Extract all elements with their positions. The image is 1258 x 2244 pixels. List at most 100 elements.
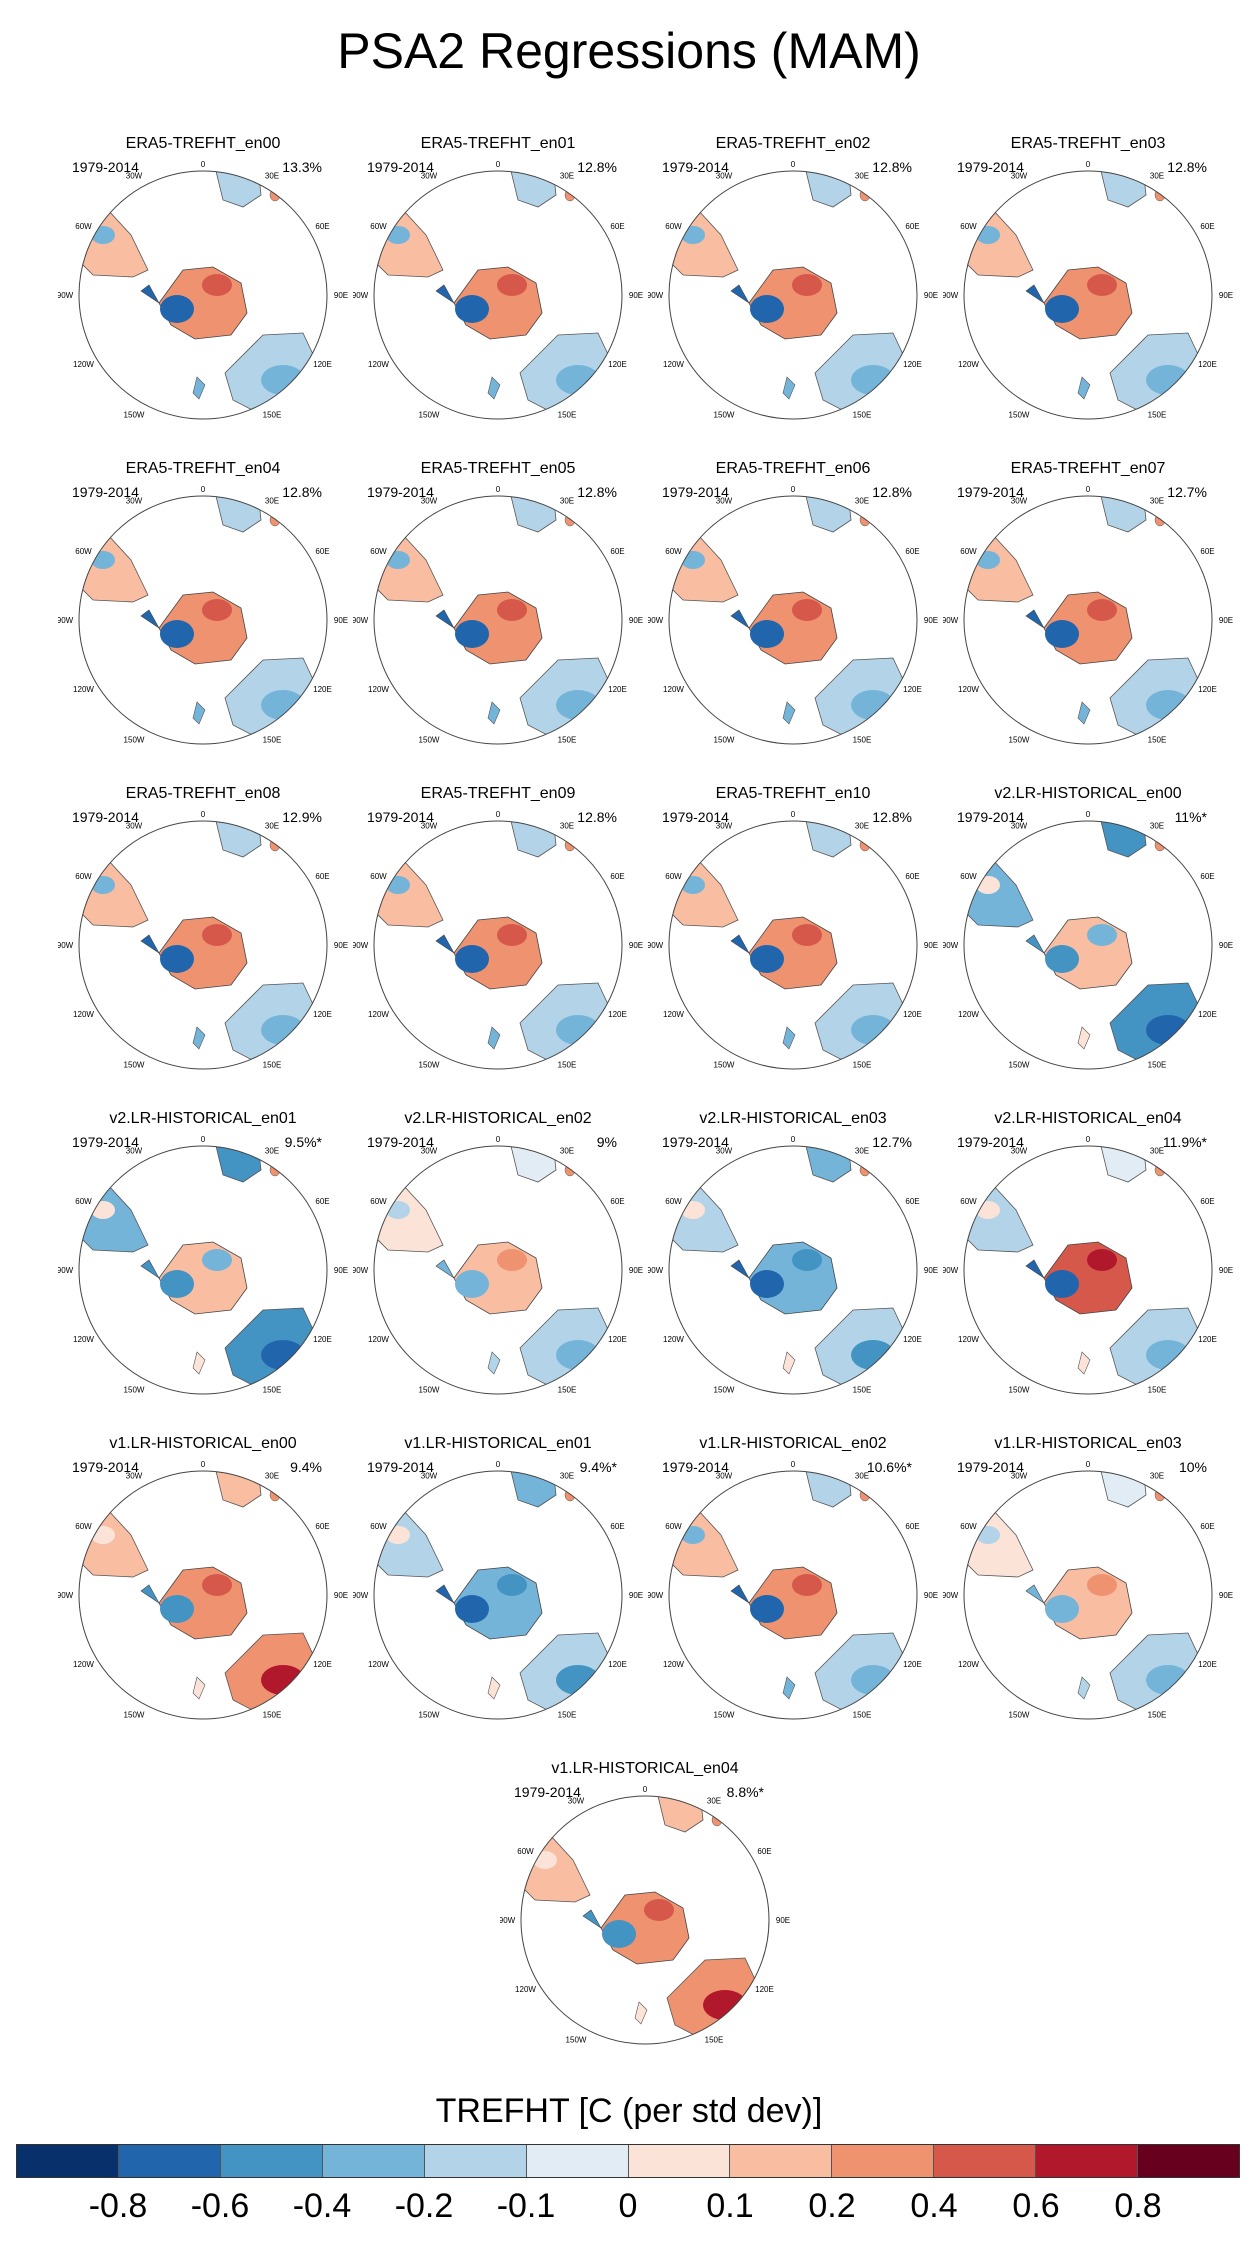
panel-period: 1979-2014 (367, 1134, 434, 1150)
map-boundary (668, 1145, 918, 1395)
west-antarctica-anomaly (160, 1270, 194, 1298)
longitude-label: 150E (1148, 1061, 1167, 1070)
madagascar-landmass (269, 1488, 281, 1502)
longitude-label: 90W (648, 291, 664, 300)
longitude-label: 30W (716, 1147, 733, 1156)
longitude-label: 60W (960, 222, 977, 231)
longitude-label: 120W (958, 1660, 979, 1669)
longitude-label: 30E (265, 822, 279, 831)
map-panel: v1.LR-HISTORICAL_en01 1979-2014 9.4%* 0 30E 6… (353, 1435, 643, 1725)
panel-variance-percent: 10.6%* (866, 1459, 912, 1475)
map-panel: ERA5-TREFHT_en09 1979-2014 12.8% 0 30E 60E 90E… (353, 785, 643, 1075)
panel-variance-percent: 11.9%* (1162, 1134, 1207, 1150)
panel-title: ERA5-TREFHT_en07 (1010, 460, 1166, 477)
map-boundary (78, 170, 328, 420)
longitude-label: 150W (419, 1061, 440, 1070)
longitude-label: 90W (648, 1591, 664, 1600)
antarctic-peninsula (1025, 934, 1045, 954)
longitude-label: 120W (663, 685, 684, 694)
map-boundary (78, 1145, 328, 1395)
longitude-label: 0 (1086, 485, 1091, 494)
west-antarctica-anomaly (750, 945, 784, 973)
panel-variance-percent: 12.8% (872, 484, 912, 500)
longitude-label: 30E (1150, 822, 1164, 831)
longitude-label: 150W (419, 411, 440, 420)
longitude-label: 150E (263, 736, 282, 745)
longitude-label: 0 (1086, 160, 1091, 169)
panel-period: 1979-2014 (367, 159, 434, 175)
new-zealand-landmass (1077, 376, 1091, 400)
longitude-label: 150W (714, 1386, 735, 1395)
longitude-label: 30E (560, 172, 574, 181)
east-antarctica-anomaly (497, 1249, 527, 1271)
map-boundary (668, 820, 918, 1070)
west-antarctica-anomaly (160, 620, 194, 648)
panel-variance-percent: 9% (596, 1134, 617, 1150)
west-antarctica-anomaly (1045, 295, 1079, 323)
east-antarctica-anomaly (792, 1249, 822, 1271)
map-boundary (373, 495, 623, 745)
longitude-label: 120W (663, 1010, 684, 1019)
antarctic-peninsula (730, 934, 750, 954)
longitude-label: 90W (58, 291, 74, 300)
longitude-label: 120W (73, 360, 94, 369)
colorbar-box (832, 2145, 935, 2177)
new-zealand-landmass (782, 701, 796, 725)
new-zealand-landmass (192, 376, 206, 400)
panel-period: 1979-2014 (662, 1134, 729, 1150)
panel-period: 1979-2014 (72, 159, 139, 175)
colorbar-title: TREFHT [C (per std dev)] (435, 2092, 823, 2130)
madagascar-landmass (711, 1813, 723, 1827)
australia-anomaly (851, 1340, 895, 1370)
australia-anomaly (851, 690, 895, 720)
longitude-label: 120E (313, 1660, 332, 1669)
longitude-label: 60W (960, 547, 977, 556)
west-antarctica-anomaly (160, 945, 194, 973)
longitude-label: 90W (648, 1266, 664, 1275)
longitude-label: 150W (1009, 1386, 1030, 1395)
colorbar-tick-label: -0.1 (496, 2187, 556, 2225)
map-panel: v2.LR-HISTORICAL_en00 1979-2014 11%* 0 30E 60… (943, 785, 1233, 1075)
colorbar-tick-label: 0.6 (1012, 2187, 1060, 2225)
polar-map: 030E60E90E120E150E180150W120W90W60W30W (58, 1135, 348, 1395)
longitude-label: 0 (1086, 810, 1091, 819)
longitude-label: 150W (124, 1386, 145, 1395)
antarctic-peninsula (140, 934, 160, 954)
longitude-label: 30W (421, 497, 438, 506)
longitude-label: 0 (643, 1785, 648, 1794)
longitude-label: 60E (610, 547, 624, 556)
map-boundary (373, 1145, 623, 1395)
antarctic-peninsula (435, 1584, 455, 1604)
longitude-label: 30E (1150, 1147, 1164, 1156)
longitude-label: 60E (610, 872, 624, 881)
longitude-label: 30E (560, 1147, 574, 1156)
antarctic-peninsula (1025, 609, 1045, 629)
longitude-label: 150W (124, 411, 145, 420)
colorbar-box (322, 2145, 425, 2177)
longitude-label: 90E (629, 291, 643, 300)
longitude-label: 90W (500, 1916, 516, 1925)
polar-map: 030E60E90E120E150E180150W120W90W60W30W (353, 810, 643, 1070)
longitude-label: 120E (1198, 1660, 1217, 1669)
longitude-label: 0 (496, 1460, 501, 1469)
longitude-label: 90E (334, 1266, 348, 1275)
longitude-label: 30W (716, 497, 733, 506)
new-zealand-landmass (487, 1026, 501, 1050)
longitude-label: 0 (791, 810, 796, 819)
antarctic-peninsula (730, 284, 750, 304)
panel-period: 1979-2014 (514, 1784, 581, 1800)
panel-title: ERA5-TREFHT_en03 (1010, 135, 1166, 152)
east-antarctica-anomaly (644, 1899, 674, 1921)
longitude-label: 120E (1198, 685, 1217, 694)
east-antarctica-anomaly (202, 599, 232, 621)
longitude-label: 150W (714, 1061, 735, 1070)
madagascar-landmass (269, 188, 281, 202)
map-panel: ERA5-TREFHT_en01 1979-2014 12.8% 0 30E 60E 90E… (353, 135, 643, 425)
new-zealand-landmass (487, 376, 501, 400)
madagascar-landmass (1154, 188, 1166, 202)
longitude-label: 120W (73, 685, 94, 694)
panel-variance-percent: 8.8%* (726, 1784, 764, 1800)
panel-variance-percent: 12.7% (1167, 484, 1207, 500)
longitude-label: 120W (368, 1660, 389, 1669)
longitude-label: 150W (419, 1386, 440, 1395)
